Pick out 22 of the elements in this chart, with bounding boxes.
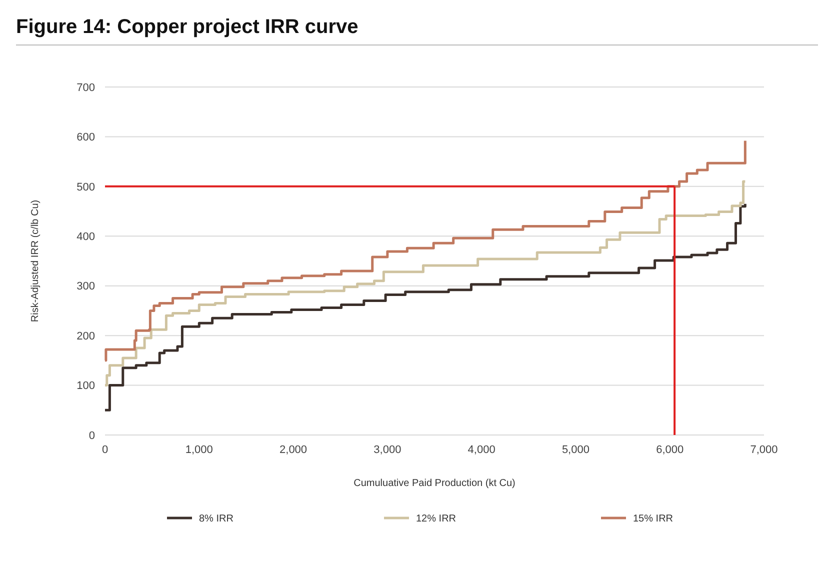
x-tick-label: 5,000 — [562, 444, 590, 456]
x-tick-label: 0 — [102, 444, 108, 456]
y-tick-label: 400 — [76, 230, 95, 243]
y-tick-label: 100 — [76, 380, 95, 392]
legend-label: 12% IRR — [416, 514, 456, 524]
y-tick-label: 600 — [76, 132, 95, 144]
y-tick-label: 0 — [88, 430, 95, 442]
y-tick-label: 500 — [76, 181, 95, 194]
x-tick-label: 4,000 — [468, 444, 496, 456]
x-tick-label: 6,000 — [656, 444, 684, 456]
y-tick-label: 200 — [76, 330, 95, 342]
chart-title: Figure 14: Copper project IRR curve — [16, 16, 358, 38]
x-tick-label: 2,000 — [280, 444, 308, 456]
x-tick-label: 7,000 — [750, 444, 778, 456]
legend-label: 15% IRR — [633, 514, 674, 524]
x-axis-title: Cumuluative Paid Production (kt Cu) — [354, 478, 516, 489]
y-tick-label: 300 — [76, 280, 95, 293]
x-tick-label: 3,000 — [374, 444, 402, 456]
y-axis-title: Risk-Adjusted IRR (c/lb Cu) — [30, 200, 41, 322]
y-tick-label: 700 — [76, 82, 95, 94]
x-tick-label: 1,000 — [185, 444, 213, 456]
legend-label: 8% IRR — [199, 514, 234, 524]
